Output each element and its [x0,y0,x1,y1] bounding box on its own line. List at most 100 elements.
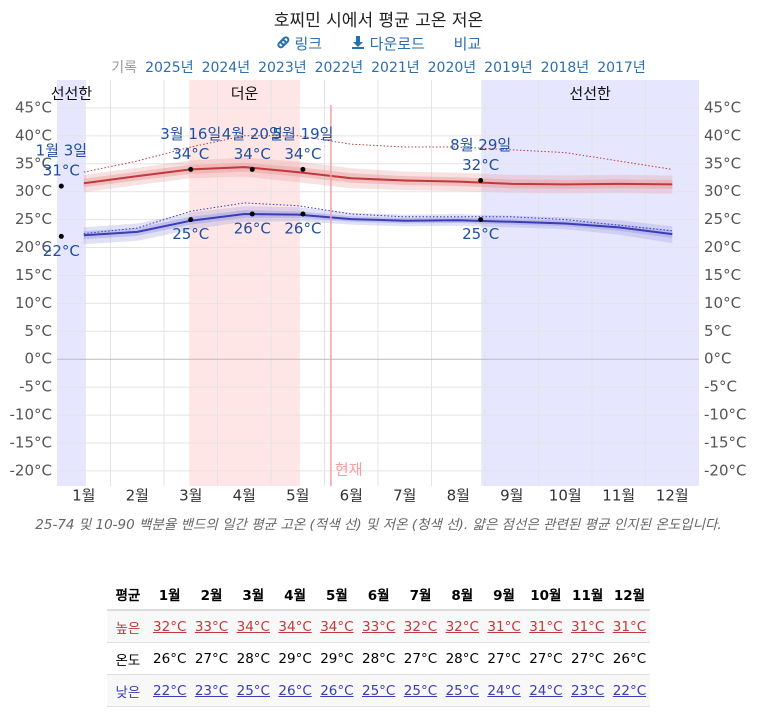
cell[interactable]: 34°C [274,610,316,643]
cell[interactable]: 32°C [148,610,191,643]
y-tick-label: 5°C [24,322,52,340]
cell[interactable]: 23°C [190,674,233,707]
annotation-date: 8월 29일 [450,136,511,154]
y-tick-label: 45°C [15,98,52,116]
cell[interactable]: 28°C [232,642,275,675]
low-label: 22°C [43,242,80,260]
cell[interactable]: 31°C [524,610,567,643]
cell[interactable]: 27°C [566,642,609,675]
summary-table: 평균 1월 2월 3월 4월 5월 6월 7월 8월 9월 10월 11월 12월 높은 32°C 33°C 3… [107,578,651,707]
cell[interactable]: 27°C [190,642,233,675]
cell[interactable]: 33°C [190,610,233,643]
header-cell: 7월 [399,578,442,611]
y-tick-label: 15°C [15,266,52,284]
cell[interactable]: 22°C [608,674,651,707]
header-cell: 9월 [483,578,525,611]
y-tick-label: -15°C [10,433,52,451]
y-tick-label-right: 45°C [704,98,741,116]
cell[interactable]: 27°C [524,642,567,675]
cell[interactable]: 32°C [441,610,484,643]
cell[interactable]: 34°C [232,610,275,643]
header-cell: 5월 [315,578,358,611]
download[interactable]: 다운로드 [351,35,425,53]
season-label: 선선한 [569,85,611,103]
y-tick-label-right: 40°C [704,126,741,144]
cell[interactable]: 23°C [566,674,609,707]
cell[interactable]: 22°C [148,674,191,707]
year-link[interactable]: 2025년 [145,60,194,76]
cell[interactable]: 26°C [608,642,651,675]
year-link[interactable]: 2018년 [540,60,590,76]
cell[interactable]: 24°C [524,674,567,707]
y-tick-label-right: -10°C [704,406,746,424]
header-cell: 6월 [357,578,400,611]
y-tick-label: 10°C [15,294,52,312]
feels-line [83,202,673,235]
header-cell: 8월 [441,578,484,611]
cell[interactable]: 29°C [315,642,358,675]
annotation-date: 4월 20일 [222,125,283,143]
year-link[interactable]: 2023년 [258,60,307,76]
year-link[interactable]: 2019년 [484,60,533,76]
y-tick-label-right: -5°C [704,378,737,396]
cell[interactable]: 25°C [357,674,400,707]
y-tick-label-right: 15°C [704,266,741,284]
year-link[interactable]: 2017년 [597,60,646,76]
row-label: 높은 [107,610,149,643]
cell[interactable]: 29°C [274,642,316,675]
y-tick-label: 40°C [15,126,52,144]
cell[interactable]: 32°C [399,610,442,643]
x-tick-label: 5월 [286,487,309,505]
x-tick-label: 4월 [233,487,256,505]
y-tick-label-right: 35°C [704,154,741,172]
y-tick-label-right: -15°C [704,433,746,451]
year-link[interactable]: 2024년 [201,60,251,76]
cell[interactable]: 31°C [566,610,609,643]
cell[interactable]: 26°C [315,674,358,707]
compare[interactable]: 비교 [453,35,482,53]
cell[interactable]: 28°C [441,642,484,675]
header-cell: 1월 [148,578,191,611]
low-label: 26°C [284,220,321,238]
y-tick-label-right: 30°C [704,182,741,200]
cell[interactable]: 28°C [357,642,400,675]
year-link[interactable]: 2021년 [371,60,420,76]
table-row: 온도 26°C 27°C 28°C 29°C 29°C 28°C 27°C 28°C 27°C 27… [107,642,651,675]
low-point [58,233,64,239]
cell[interactable]: 25°C [232,674,275,707]
cell[interactable]: 24°C [483,674,525,707]
cell[interactable]: 27°C [483,642,525,675]
season-label: 더운 [231,85,259,103]
low-point [249,211,255,217]
y-tick-label-right: -20°C [704,461,746,479]
cell[interactable]: 25°C [399,674,442,707]
high-point [300,166,306,172]
download-icon [351,36,364,49]
high-label: 32°C [462,156,499,174]
year-link[interactable]: 2020년 [427,60,477,76]
cell[interactable]: 31°C [483,610,525,643]
low-label: 25°C [172,225,209,243]
history-label: 기록 [111,60,138,76]
cell[interactable]: 25°C [441,674,484,707]
y-tick-label: -5°C [19,378,52,396]
cell[interactable]: 31°C [608,610,651,643]
link[interactable]: 링크 [276,35,322,53]
cell[interactable]: 33°C [357,610,400,643]
header-cell: 4월 [274,578,316,611]
annotation-date: 5월 19일 [272,125,333,143]
y-tick-label-right: 20°C [704,238,741,256]
avg-line [83,166,673,186]
cell[interactable]: 26°C [148,642,191,675]
high-point [58,183,64,189]
y-tick-label-right: 5°C [704,322,732,340]
link-text: 링크 [294,35,323,53]
x-tick-label: 12월 [656,487,689,505]
year-link[interactable]: 2022년 [314,60,364,76]
cell[interactable]: 27°C [399,642,442,675]
table-row: 낮은 22°C 23°C 25°C 26°C 26°C 25°C 25°C 25°C 24°C 24… [107,674,651,707]
cell[interactable]: 26°C [274,674,316,707]
cell[interactable]: 34°C [315,610,358,643]
